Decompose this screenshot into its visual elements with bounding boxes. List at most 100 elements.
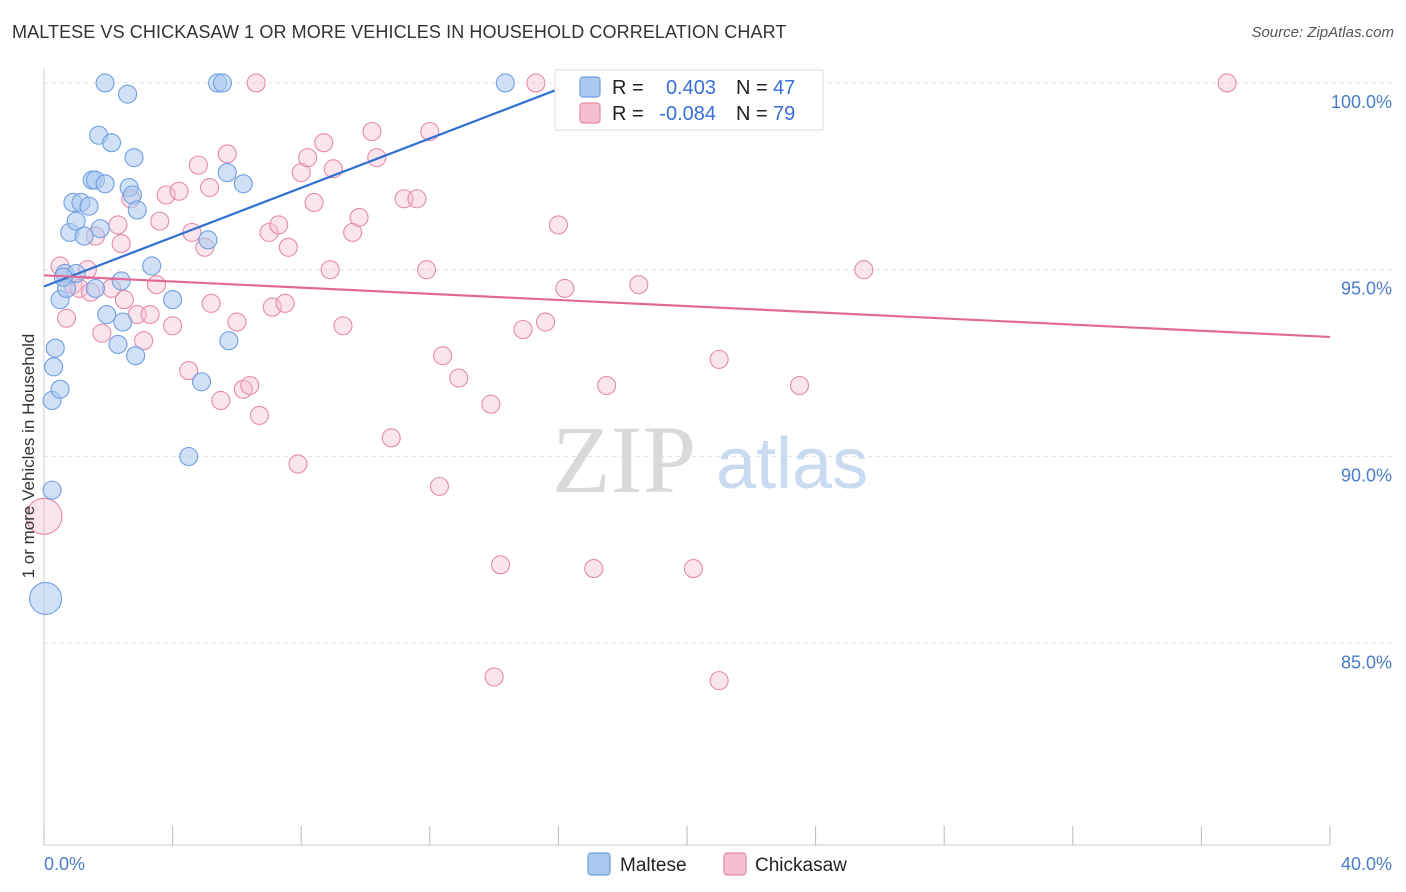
chickasaw-point bbox=[227, 312, 247, 332]
maltese-point bbox=[233, 174, 253, 194]
y-tick-label: 85.0% bbox=[1341, 652, 1392, 672]
chickasaw-point bbox=[259, 222, 279, 242]
chickasaw-point bbox=[526, 73, 546, 93]
legend-n-value-maltese: 47 bbox=[773, 77, 795, 99]
maltese-point bbox=[50, 379, 70, 399]
chickasaw-point bbox=[114, 290, 134, 310]
bottom-legend: Maltese Chickasaw bbox=[587, 852, 847, 876]
chickasaw-point bbox=[481, 394, 501, 414]
bottom-legend-label-chickasaw: Chickasaw bbox=[755, 855, 847, 876]
chickasaw-point bbox=[134, 331, 154, 351]
chickasaw-point bbox=[304, 192, 324, 213]
legend-n-label-maltese: N = bbox=[736, 77, 768, 99]
legend-n-value-chickasaw: 79 bbox=[773, 103, 795, 125]
watermark-atlas: atlas bbox=[716, 424, 868, 504]
chickasaw-point bbox=[513, 319, 533, 340]
maltese-point bbox=[95, 73, 115, 93]
maltese-point bbox=[74, 226, 94, 246]
chickasaw-point bbox=[140, 304, 160, 325]
maltese-trend-line bbox=[43, 81, 575, 288]
chickasaw-point bbox=[108, 215, 128, 235]
chickasaw-point bbox=[362, 121, 382, 142]
maltese-point bbox=[191, 372, 212, 392]
chickasaw-point bbox=[597, 375, 617, 396]
maltese-point bbox=[142, 256, 162, 276]
watermark-zip: ZIP bbox=[552, 406, 696, 513]
x-tick-label-max: 40.0% bbox=[1341, 854, 1392, 874]
chickasaw-point bbox=[629, 275, 649, 295]
maltese-point bbox=[111, 271, 131, 291]
chickasaw-point bbox=[333, 316, 353, 336]
y-tick-label: 100.0% bbox=[1331, 92, 1392, 112]
maltese-point bbox=[42, 480, 62, 500]
maltese-point bbox=[179, 446, 199, 467]
chickasaw-point bbox=[298, 148, 318, 168]
chickasaw-point bbox=[320, 260, 340, 280]
maltese-point bbox=[44, 357, 64, 377]
watermark: ZIP atlas bbox=[552, 406, 868, 513]
chickasaw-point bbox=[56, 308, 77, 328]
chickasaw-point bbox=[278, 237, 298, 257]
y-tick-label: 90.0% bbox=[1341, 466, 1392, 486]
legend-box: R = 0.403 N = 47 R = -0.084 N = 79 bbox=[554, 69, 824, 131]
chickasaw-point bbox=[163, 316, 183, 336]
chickasaw-point bbox=[233, 379, 253, 399]
chickasaw-point bbox=[25, 497, 63, 535]
chickasaw-point bbox=[169, 181, 189, 201]
y-tick-label: 95.0% bbox=[1341, 279, 1392, 299]
maltese-point bbox=[108, 334, 128, 354]
chickasaw-point bbox=[433, 346, 453, 366]
chickasaw-point bbox=[211, 390, 231, 411]
legend-swatch-maltese bbox=[579, 76, 601, 98]
chickasaw-point bbox=[854, 260, 874, 280]
maltese-point bbox=[97, 304, 117, 325]
maltese-point bbox=[66, 211, 86, 231]
chickasaw-point bbox=[584, 559, 604, 579]
maltese-point bbox=[124, 148, 144, 168]
chickasaw-point bbox=[275, 293, 295, 313]
maltese-point bbox=[163, 290, 183, 310]
chickasaw-trend-line bbox=[43, 274, 1331, 339]
chickasaw-point bbox=[92, 323, 112, 343]
legend-n-label-chickasaw: N = bbox=[736, 103, 768, 125]
maltese-point bbox=[217, 163, 237, 183]
y-axis-label: 1 or more Vehicles in Household bbox=[19, 334, 38, 579]
chickasaw-point bbox=[683, 559, 703, 579]
maltese-point bbox=[45, 338, 65, 358]
chickasaw-point bbox=[349, 207, 369, 227]
x-ticks bbox=[43, 826, 1331, 845]
bottom-legend-swatch-chickasaw bbox=[723, 852, 747, 876]
chickasaw-point bbox=[201, 293, 221, 313]
chickasaw-point bbox=[111, 234, 131, 254]
bottom-legend-swatch-maltese bbox=[587, 852, 611, 876]
chickasaw-points bbox=[25, 73, 1237, 691]
chickasaw-point bbox=[548, 215, 568, 235]
chickasaw-point bbox=[555, 278, 575, 298]
maltese-point bbox=[118, 84, 138, 104]
legend-r-label-chickasaw: R = bbox=[612, 103, 644, 125]
chickasaw-point bbox=[262, 297, 282, 317]
maltese-point bbox=[95, 174, 115, 194]
chickasaw-point bbox=[179, 361, 199, 381]
legend-r-label-maltese: R = bbox=[612, 77, 644, 99]
maltese-point bbox=[126, 346, 146, 366]
chickasaw-point bbox=[240, 375, 260, 396]
maltese-point bbox=[85, 278, 105, 298]
chickasaw-point bbox=[150, 211, 170, 231]
chickasaw-point bbox=[417, 260, 437, 280]
chickasaw-point bbox=[217, 144, 237, 164]
chickasaw-point bbox=[407, 189, 427, 209]
chickasaw-point bbox=[288, 454, 308, 474]
chickasaw-point bbox=[709, 349, 729, 369]
legend-swatch-chickasaw bbox=[579, 102, 601, 124]
chickasaw-point bbox=[246, 73, 266, 93]
chickasaw-point bbox=[249, 405, 269, 425]
maltese-point bbox=[212, 73, 232, 93]
chickasaw-point bbox=[381, 428, 401, 448]
maltese-point bbox=[29, 581, 63, 616]
maltese-point bbox=[79, 196, 99, 216]
source-label: Source: ZipAtlas.com bbox=[1251, 24, 1394, 41]
legend-r-value-maltese: 0.403 bbox=[666, 77, 716, 99]
maltese-point bbox=[219, 331, 239, 351]
